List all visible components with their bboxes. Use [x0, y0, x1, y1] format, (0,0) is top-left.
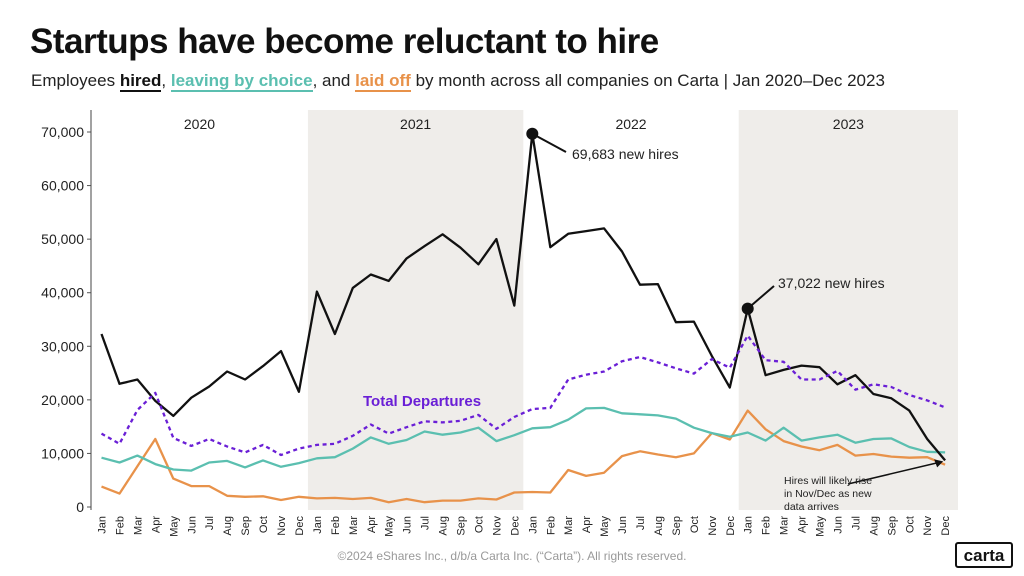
y-tick-label: 30,000 [41, 338, 84, 354]
annotation-leader [847, 461, 940, 485]
subtitle-suffix: by month across all companies on Carta |… [410, 71, 885, 90]
x-tick-label: Sep [456, 516, 468, 536]
x-tick-label: May [815, 516, 827, 537]
annotation-note-line: data arrives [784, 501, 839, 513]
x-tick-label: Oct [904, 516, 916, 533]
y-tick-label: 10,000 [41, 445, 84, 461]
x-tick-label: Sep [886, 516, 898, 536]
annotation-arrowhead [934, 459, 944, 468]
annotation-note-line: in Nov/Dec as new [784, 488, 872, 500]
series-line-laid-off [101, 409, 946, 504]
x-tick-label: Apr [366, 516, 378, 533]
chart-subtitle: Employees hired, leaving by choice, and … [31, 71, 885, 92]
x-tick-label: Jul [850, 516, 862, 530]
year-band-2021 [307, 110, 524, 510]
x-tick-label: Feb [761, 516, 773, 535]
x-tick-label: May [599, 516, 611, 537]
x-tick-label: Jun [617, 516, 629, 534]
year-label: 2020 [184, 116, 215, 132]
x-tick-label: Feb [330, 516, 342, 535]
series-label-total-departures: Total Departures [363, 393, 481, 410]
year-label: 2021 [400, 116, 431, 132]
legend-leaving: leaving by choice [170, 71, 313, 92]
x-tick-label: Feb [545, 516, 557, 535]
series-line-hired [100, 132, 946, 462]
annotation-leader [747, 285, 775, 310]
x-tick-label: May [168, 516, 180, 537]
x-tick-label: Mar [779, 516, 791, 535]
x-tick-label: Jul [635, 516, 647, 530]
legend-hired: hired [119, 71, 162, 92]
x-tick-label: Oct [473, 516, 485, 533]
x-tick-label: Mar [348, 516, 360, 535]
series-line-total-departures [100, 334, 946, 457]
year-label: 2022 [615, 116, 646, 132]
carta-logo: carta [955, 542, 1013, 568]
x-tick-label: Jan [312, 516, 324, 534]
series-line-leaving-by-choice [101, 406, 946, 472]
x-tick-label: Aug [222, 516, 234, 536]
year-band-2023 [738, 110, 958, 510]
x-tick-label: Aug [653, 516, 665, 536]
x-tick-label: Oct [258, 516, 270, 533]
x-tick-label: Oct [689, 516, 701, 533]
x-tick-label: Nov [707, 516, 719, 536]
x-tick-label: Sep [671, 516, 683, 536]
x-tick-label: Jan [743, 516, 755, 534]
x-tick-label: Jul [204, 516, 216, 530]
y-tick-label: 50,000 [41, 231, 84, 247]
copyright-footer: ©2024 eShares Inc., d/b/a Carta Inc. (“C… [337, 549, 687, 563]
x-tick-label: Nov [491, 516, 503, 536]
x-tick-label: Feb [114, 516, 126, 535]
x-tick-label: Apr [150, 516, 162, 533]
x-tick-label: Aug [868, 516, 880, 536]
legend-laid-off: laid off [355, 71, 411, 92]
x-tick-label: Mar [132, 516, 144, 535]
x-tick-label: Mar [563, 516, 575, 535]
annotation-leader [531, 132, 567, 153]
x-tick-label: Jul [420, 516, 432, 530]
x-tick-label: Nov [922, 516, 934, 536]
x-tick-label: Jan [97, 516, 109, 534]
x-tick-label: Jun [402, 516, 414, 534]
x-tick-label: Dec [509, 516, 521, 536]
subtitle-prefix: Employees [31, 71, 120, 90]
y-tick-label: 70,000 [41, 124, 84, 140]
x-tick-label: Jan [527, 516, 539, 534]
x-tick-label: Apr [797, 516, 809, 533]
annotation-peak-2022: 69,683 new hires [572, 146, 679, 162]
x-tick-label: Jun [186, 516, 198, 534]
y-tick-label: 0 [76, 499, 84, 515]
year-label: 2023 [833, 116, 864, 132]
annotation-peak-2023: 37,022 new hires [778, 275, 885, 291]
subtitle-sep2: , and [312, 71, 356, 90]
x-tick-label: Dec [294, 516, 306, 536]
x-tick-label: Apr [581, 516, 593, 533]
x-tick-label: May [384, 516, 396, 537]
x-tick-label: Jun [832, 516, 844, 534]
x-tick-label: Dec [725, 516, 737, 536]
chart-title: Startups have become reluctant to hire [30, 22, 659, 61]
y-tick-label: 60,000 [41, 178, 84, 194]
annotation-note-line: Hires will likely rise [784, 475, 872, 487]
x-tick-label: Dec [940, 516, 952, 536]
x-tick-label: Sep [240, 516, 252, 536]
y-tick-label: 20,000 [41, 392, 84, 408]
x-tick-label: Aug [438, 516, 450, 536]
subtitle-sep1: , [161, 71, 171, 90]
y-tick-label: 40,000 [41, 285, 84, 301]
x-tick-label: Nov [276, 516, 288, 536]
